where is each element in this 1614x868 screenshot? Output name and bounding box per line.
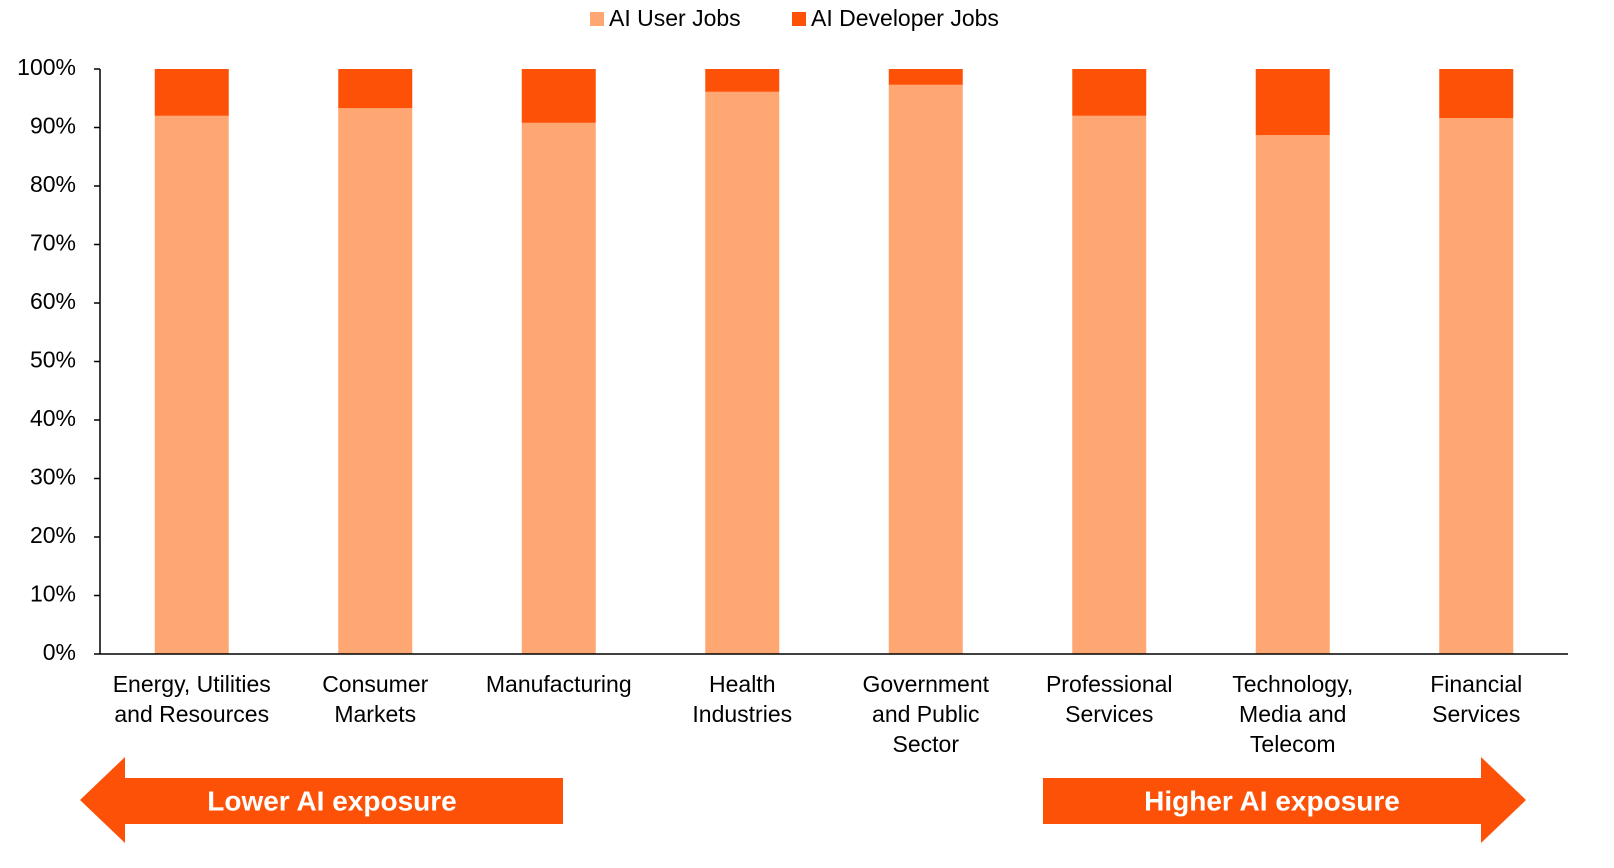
x-tick-label: Government: [862, 671, 989, 697]
x-tick-label: Energy, Utilities: [113, 671, 271, 697]
bar-segment: [521, 69, 596, 123]
x-tick-label: Manufacturing: [486, 671, 632, 697]
bar-segment: [1255, 69, 1330, 136]
x-tick-label: Industries: [692, 701, 792, 727]
y-tick-label: 40%: [30, 405, 76, 431]
bar-segment: [338, 108, 413, 654]
x-tick-label: Financial: [1430, 671, 1522, 697]
legend-swatch: [590, 12, 604, 26]
legend-label: AI Developer Jobs: [811, 5, 999, 31]
bar-segment: [338, 69, 413, 109]
x-tick-label: Consumer: [322, 671, 428, 697]
left-arrow: [80, 757, 563, 843]
x-tick-label: Services: [1065, 701, 1153, 727]
x-tick-label: and Public: [872, 701, 979, 727]
x-tick-label: Technology,: [1232, 671, 1353, 697]
y-tick-label: 100%: [17, 54, 76, 80]
x-tick-label: and Resources: [114, 701, 269, 727]
bar-segment: [1072, 115, 1147, 655]
y-tick-label: 30%: [30, 464, 76, 490]
x-tick-label: Sector: [893, 731, 960, 757]
bar-segment: [1255, 135, 1330, 655]
y-tick-label: 70%: [30, 230, 76, 256]
bar-segment: [1072, 69, 1147, 116]
y-tick-label: 50%: [30, 347, 76, 373]
annotation: Higher AI exposure: [1144, 785, 1400, 816]
bar-segment: [1439, 69, 1514, 119]
right-arrow: [1043, 757, 1526, 843]
y-tick-label: 60%: [30, 288, 76, 314]
y-tick-label: 10%: [30, 581, 76, 607]
y-tick-label: 80%: [30, 171, 76, 197]
bar-segment: [705, 91, 780, 654]
bar-segment: [154, 69, 229, 116]
y-tick-label: 20%: [30, 522, 76, 548]
x-tick-label: Services: [1432, 701, 1520, 727]
x-tick-label: Markets: [334, 701, 416, 727]
x-tick-label: Media and: [1239, 701, 1346, 727]
bar-segment: [705, 69, 780, 92]
annotation: Lower AI exposure: [207, 785, 456, 816]
x-tick-label: Telecom: [1250, 731, 1336, 757]
y-tick-label: 90%: [30, 113, 76, 139]
y-tick-label: 0%: [43, 639, 76, 665]
bar-segment: [1439, 118, 1514, 654]
bar-segment: [521, 122, 596, 654]
x-tick-label: Professional: [1046, 671, 1173, 697]
bar-segment: [888, 84, 963, 655]
legend-swatch: [792, 12, 806, 26]
bar-segment: [888, 69, 963, 85]
legend-label: AI User Jobs: [609, 5, 741, 31]
bar-segment: [154, 115, 229, 655]
x-tick-label: Health: [709, 671, 775, 697]
